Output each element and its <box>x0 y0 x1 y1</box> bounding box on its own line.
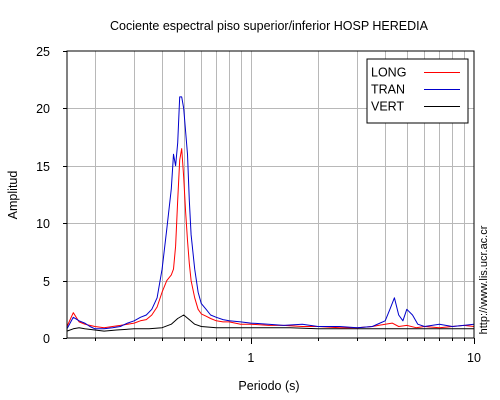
y-tick-label: 20 <box>36 102 50 116</box>
y-tick-label: 10 <box>36 217 50 231</box>
legend: LONG TRAN VERT <box>366 58 469 124</box>
y-tick-label: 0 <box>43 332 50 346</box>
series-line-tran <box>66 96 475 330</box>
series-line-vert <box>66 314 474 332</box>
x-tick-label: 1 <box>247 351 254 365</box>
y-axis-label: Amplitud <box>6 171 20 220</box>
side-url-label: http://www.lis.ucr.ac.cr <box>478 225 490 334</box>
legend-box <box>366 58 469 124</box>
x-axis-label: Periodo (s) <box>238 379 299 393</box>
legend-label-long: LONG <box>371 66 406 80</box>
y-tick-label: 5 <box>43 275 50 289</box>
legend-label-vert: VERT <box>371 100 404 114</box>
series-lines <box>66 96 475 332</box>
x-ticks: 1 10 <box>95 338 481 365</box>
x-tick-label: 10 <box>467 351 481 365</box>
legend-label-tran: TRAN <box>371 83 405 97</box>
y-tick-label: 15 <box>36 160 50 174</box>
y-tick-label: 25 <box>36 45 50 59</box>
series-line-long <box>66 148 475 329</box>
y-ticks: 0 5 10 15 20 25 <box>36 45 67 346</box>
plot-frame <box>66 50 475 339</box>
chart-title: Cociente espectral piso superior/inferio… <box>110 19 429 33</box>
